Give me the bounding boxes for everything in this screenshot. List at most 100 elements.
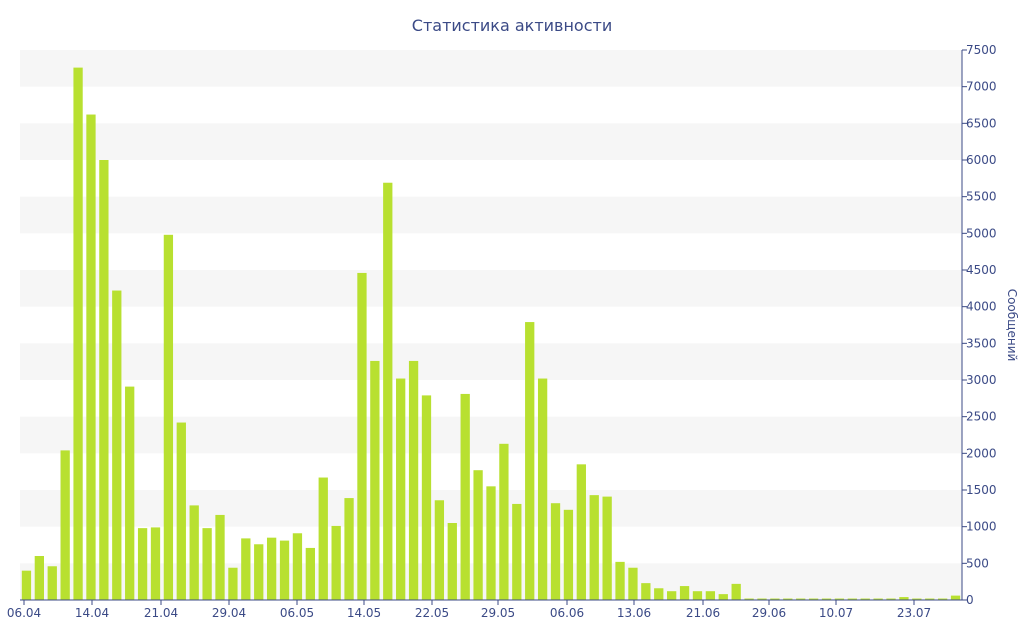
bar bbox=[950, 595, 961, 600]
bar bbox=[550, 503, 561, 600]
x-tick-label: 29.05 bbox=[481, 606, 515, 620]
bar bbox=[486, 486, 496, 600]
y-tick-label: 6000 bbox=[966, 153, 997, 167]
bar bbox=[692, 591, 703, 600]
bar bbox=[228, 567, 238, 600]
x-tick-label: 06.04 bbox=[7, 606, 41, 620]
y-tick-label: 1500 bbox=[966, 483, 997, 497]
grid-band bbox=[20, 123, 962, 160]
bar bbox=[808, 598, 819, 600]
x-tick-label: 21.06 bbox=[686, 606, 720, 620]
bar bbox=[589, 495, 599, 600]
bar bbox=[241, 538, 251, 600]
y-tick-label: 4000 bbox=[966, 300, 997, 314]
bar bbox=[215, 514, 225, 600]
bar bbox=[783, 598, 793, 600]
bar bbox=[163, 234, 174, 601]
y-tick-label: 2500 bbox=[966, 410, 997, 424]
bar bbox=[512, 503, 522, 600]
x-tick-label: 06.05 bbox=[280, 606, 314, 620]
grid-band bbox=[20, 416, 962, 454]
y-axis: 0 500 1000 1500 2000 2500 3000 3500 4000 4500 5000… bbox=[961, 43, 997, 607]
bar bbox=[886, 598, 896, 600]
bar bbox=[731, 583, 741, 600]
bar bbox=[112, 290, 122, 600]
bar bbox=[925, 598, 935, 600]
bar bbox=[396, 378, 406, 600]
bar bbox=[279, 540, 290, 600]
bar bbox=[305, 547, 315, 600]
y-axis-label: Сообщений bbox=[1005, 289, 1019, 362]
x-tick-label: 14.04 bbox=[75, 606, 109, 620]
bar bbox=[202, 528, 212, 600]
bar bbox=[615, 561, 625, 600]
bar bbox=[34, 556, 45, 600]
bar bbox=[408, 360, 419, 600]
bar bbox=[679, 586, 690, 600]
bar bbox=[370, 360, 380, 600]
bar bbox=[189, 505, 199, 600]
bar bbox=[73, 67, 83, 601]
x-tick-label: 10.07 bbox=[819, 606, 853, 620]
bar bbox=[473, 470, 483, 600]
y-tick-label: 1000 bbox=[966, 520, 997, 534]
x-tick-label: 29.06 bbox=[752, 606, 786, 620]
x-axis: 06.04 14.04 21.04 29.04 06.05 14.05 22.05 29.05… bbox=[7, 599, 962, 620]
bar bbox=[254, 544, 264, 600]
grid-band bbox=[20, 50, 962, 87]
chart-title: Статистика активности bbox=[412, 16, 612, 35]
grid-band bbox=[20, 270, 962, 307]
x-tick-label: 21.04 bbox=[144, 606, 178, 620]
bar bbox=[525, 322, 535, 600]
bar bbox=[912, 598, 922, 600]
bar bbox=[344, 498, 354, 600]
bar bbox=[718, 594, 728, 600]
bar bbox=[563, 509, 574, 600]
bar bbox=[292, 533, 303, 600]
y-tick-label: 5500 bbox=[966, 190, 997, 204]
bar bbox=[150, 527, 161, 600]
y-tick-label: 3000 bbox=[966, 373, 997, 387]
x-tick-label: 22.05 bbox=[415, 606, 449, 620]
bar bbox=[125, 386, 135, 600]
bar bbox=[266, 537, 277, 600]
bar bbox=[447, 523, 457, 600]
bar bbox=[796, 598, 806, 600]
bar bbox=[460, 393, 470, 600]
bar bbox=[99, 160, 109, 600]
y-tick-label: 0 bbox=[966, 593, 974, 607]
bar bbox=[899, 597, 909, 600]
bar bbox=[537, 378, 548, 600]
bar bbox=[60, 450, 70, 600]
y-tick-label: 5000 bbox=[966, 226, 997, 240]
x-tick-label: 13.06 bbox=[617, 606, 651, 620]
bar bbox=[318, 477, 328, 600]
y-tick-label: 4500 bbox=[966, 263, 997, 277]
bar bbox=[628, 567, 638, 600]
x-tick-label: 06.06 bbox=[550, 606, 584, 620]
bar bbox=[421, 395, 432, 600]
bar bbox=[770, 598, 780, 600]
bar bbox=[576, 464, 586, 600]
bar bbox=[667, 591, 677, 600]
grid-band bbox=[20, 343, 962, 380]
grid-band bbox=[20, 196, 962, 234]
bar bbox=[847, 598, 857, 600]
bar bbox=[434, 500, 445, 600]
bar bbox=[873, 598, 883, 600]
bar bbox=[821, 598, 832, 600]
x-tick-label: 14.05 bbox=[347, 606, 381, 620]
grid-bands bbox=[20, 50, 962, 600]
bar bbox=[937, 598, 948, 600]
bar bbox=[499, 443, 509, 600]
bar bbox=[834, 598, 845, 600]
x-tick-label: 29.04 bbox=[212, 606, 246, 620]
bar bbox=[383, 182, 393, 600]
y-tick-label: 500 bbox=[966, 556, 989, 570]
bar bbox=[176, 422, 186, 600]
bar bbox=[357, 272, 367, 600]
bar bbox=[654, 588, 664, 600]
y-tick-label: 7500 bbox=[966, 43, 997, 57]
bar bbox=[47, 566, 57, 600]
